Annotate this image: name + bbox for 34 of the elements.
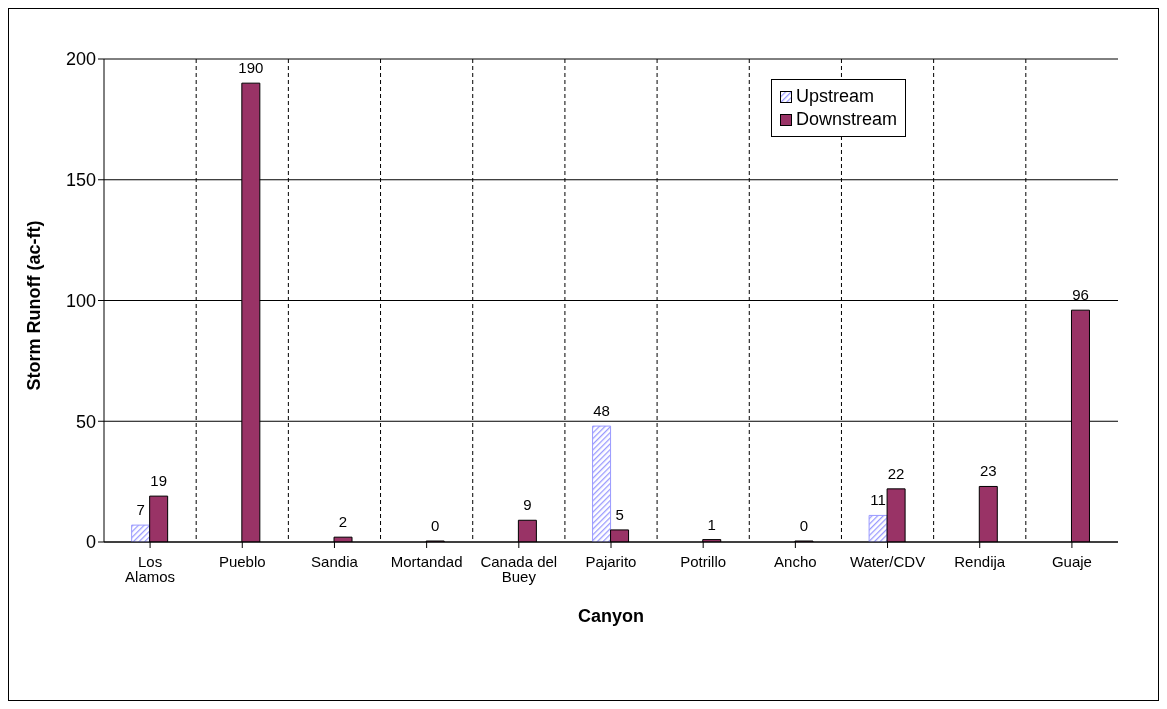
data-label: 0 <box>799 517 809 534</box>
data-label: 19 <box>150 472 167 490</box>
legend-label: Upstream <box>796 86 875 107</box>
x-tick-label: Pueblo <box>218 552 266 570</box>
x-tick-label: Guaje <box>1051 552 1092 570</box>
y-tick-label: 200 <box>65 49 96 70</box>
x-tick-label: Ancho <box>774 552 817 570</box>
y-tick-label: 150 <box>65 170 96 191</box>
x-axis-title: Canyon <box>577 606 645 626</box>
data-label: 48 <box>593 402 610 420</box>
data-label: 23 <box>979 462 997 480</box>
y-axis-title: Storm Runoff (ac-ft) <box>24 220 45 391</box>
data-label: 22 <box>887 464 905 482</box>
data-label: 7 <box>136 501 145 519</box>
data-label: 11 <box>870 491 886 509</box>
data-label: 190 <box>238 59 264 77</box>
x-tick-label: Sandia <box>311 552 359 570</box>
y-tick-label: 0 <box>85 532 96 553</box>
y-tick-label: 50 <box>75 411 96 432</box>
data-label: 96 <box>1072 286 1089 304</box>
x-tick-label: Canada del Buey <box>480 552 558 585</box>
data-label: 0 <box>431 517 440 534</box>
data-label: 2 <box>338 513 348 531</box>
x-tick-label: Los Alamos <box>125 552 176 585</box>
x-tick-label: Water/CDV <box>849 552 926 570</box>
data-label: 9 <box>523 496 532 514</box>
x-tick-label: Pajarito <box>585 552 637 570</box>
data-label: 1 <box>707 515 716 533</box>
x-tick-label: Rendija <box>954 552 1006 570</box>
data-label: 5 <box>615 505 624 523</box>
x-tick-label: Potrillo <box>680 552 727 570</box>
x-tick-label: Mortandad <box>390 552 463 570</box>
legend-label: Downstream <box>796 109 898 130</box>
y-tick-label: 100 <box>65 290 96 311</box>
